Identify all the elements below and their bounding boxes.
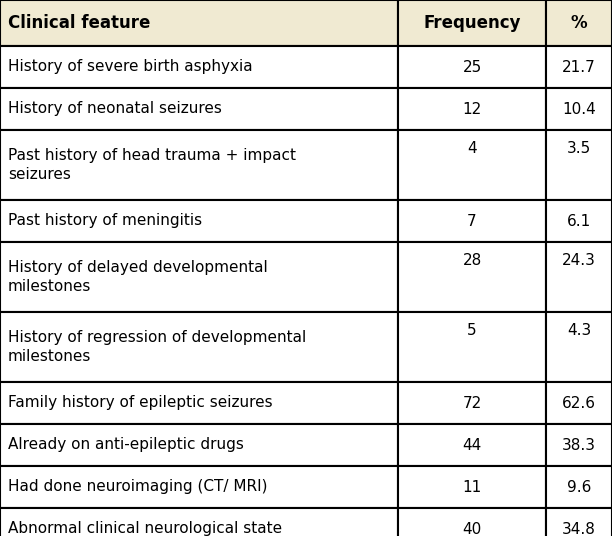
Bar [0, 312, 398, 382]
Bar [546, 242, 612, 312]
Text: 72: 72 [463, 396, 482, 411]
Bar [398, 46, 546, 88]
Text: 62.6: 62.6 [562, 396, 596, 411]
Bar [398, 88, 546, 130]
Text: 28: 28 [463, 254, 482, 269]
Text: 24.3: 24.3 [562, 254, 596, 269]
Bar [0, 508, 398, 536]
Bar [398, 0, 546, 46]
Text: History of delayed developmental
milestones: History of delayed developmental milesto… [8, 259, 268, 294]
Bar [546, 312, 612, 382]
Text: 44: 44 [463, 437, 482, 452]
Bar [546, 508, 612, 536]
Text: Clinical feature: Clinical feature [8, 14, 151, 32]
Text: 7: 7 [467, 213, 477, 228]
Text: Abnormal clinical neurological state: Abnormal clinical neurological state [8, 522, 282, 536]
Bar [0, 466, 398, 508]
Bar [398, 508, 546, 536]
Bar [398, 130, 546, 200]
Text: History of severe birth asphyxia: History of severe birth asphyxia [8, 59, 253, 75]
Bar [0, 46, 398, 88]
Text: 9.6: 9.6 [567, 480, 591, 495]
Text: 10.4: 10.4 [562, 101, 596, 116]
Bar [398, 424, 546, 466]
Bar [546, 0, 612, 46]
Text: 6.1: 6.1 [567, 213, 591, 228]
Bar [0, 242, 398, 312]
Text: 12: 12 [463, 101, 482, 116]
Bar [546, 382, 612, 424]
Text: Past history of meningitis: Past history of meningitis [8, 213, 202, 228]
Text: Family history of epileptic seizures: Family history of epileptic seizures [8, 396, 272, 411]
Bar [546, 130, 612, 200]
Text: Already on anti-epileptic drugs: Already on anti-epileptic drugs [8, 437, 244, 452]
Text: 38.3: 38.3 [562, 437, 596, 452]
Text: 40: 40 [463, 522, 482, 536]
Bar [398, 200, 546, 242]
Text: 34.8: 34.8 [562, 522, 596, 536]
Bar [0, 424, 398, 466]
Bar [546, 200, 612, 242]
Bar [0, 200, 398, 242]
Text: 25: 25 [463, 59, 482, 75]
Bar [398, 312, 546, 382]
Text: 21.7: 21.7 [562, 59, 596, 75]
Bar [546, 46, 612, 88]
Text: 11: 11 [463, 480, 482, 495]
Bar [0, 382, 398, 424]
Bar [398, 466, 546, 508]
Text: Past history of head trauma + impact
seizures: Past history of head trauma + impact sei… [8, 147, 296, 182]
Text: 3.5: 3.5 [567, 142, 591, 157]
Text: History of neonatal seizures: History of neonatal seizures [8, 101, 222, 116]
Text: History of regression of developmental
milestones: History of regression of developmental m… [8, 330, 306, 364]
Bar [0, 0, 398, 46]
Bar [546, 424, 612, 466]
Text: 4: 4 [467, 142, 477, 157]
Bar [398, 242, 546, 312]
Text: 5: 5 [467, 323, 477, 338]
Text: %: % [570, 14, 588, 32]
Text: Had done neuroimaging (CT/ MRI): Had done neuroimaging (CT/ MRI) [8, 480, 267, 495]
Bar [0, 88, 398, 130]
Text: 4.3: 4.3 [567, 323, 591, 338]
Bar [546, 466, 612, 508]
Bar [546, 88, 612, 130]
Bar [0, 130, 398, 200]
Text: Frequency: Frequency [424, 14, 521, 32]
Bar [398, 382, 546, 424]
